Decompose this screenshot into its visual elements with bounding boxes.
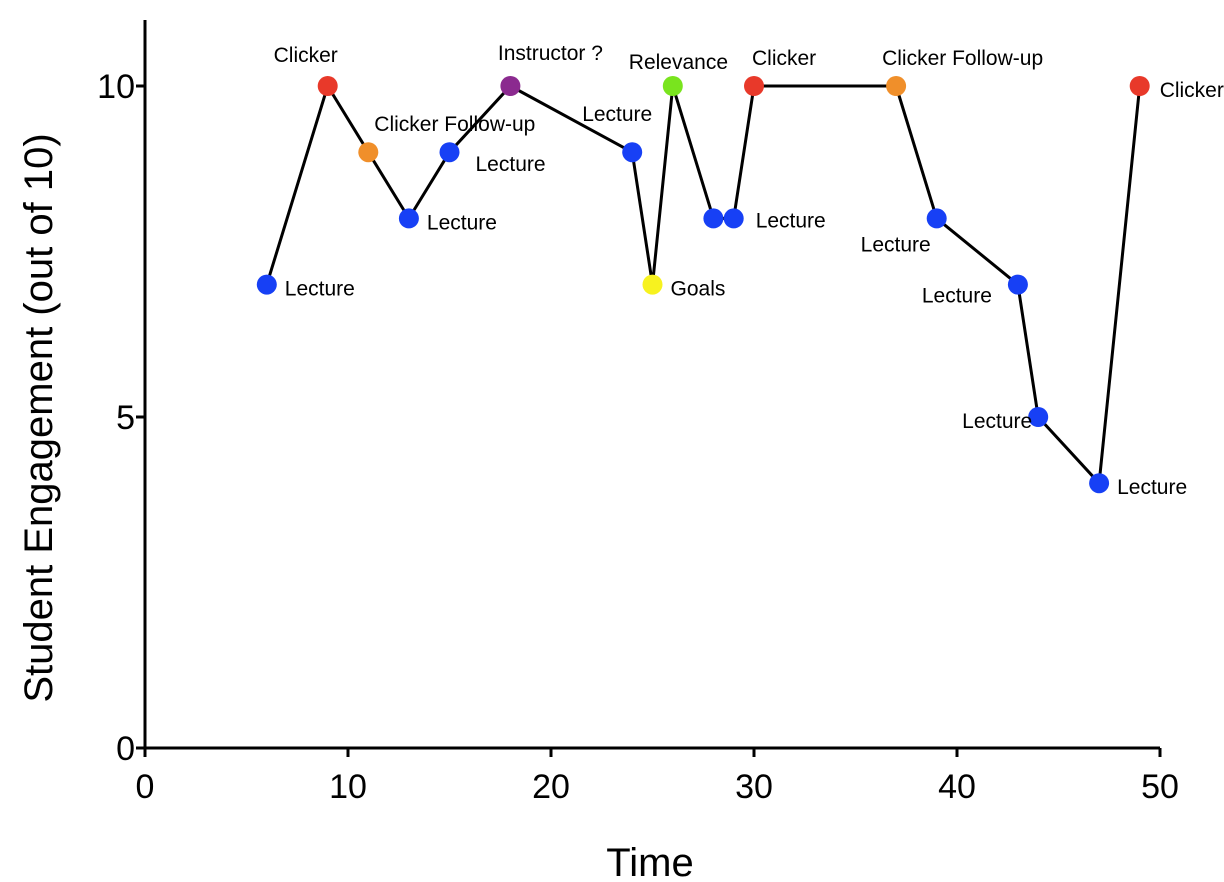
data-point: [642, 274, 663, 295]
point-label: Lecture: [1117, 476, 1187, 499]
point-label: Goals: [671, 278, 726, 301]
data-point: [622, 142, 643, 163]
data-point: [723, 208, 744, 229]
point-label: Lecture: [922, 285, 992, 308]
point-label: Lecture: [285, 278, 355, 301]
x-tick-label: 40: [938, 768, 976, 806]
data-point: [1007, 274, 1028, 295]
x-tick-label: 0: [136, 768, 155, 806]
data-point: [439, 142, 460, 163]
x-tick-label: 50: [1141, 768, 1179, 806]
point-label: Relevance: [629, 51, 728, 74]
y-axis-title: Student Engagement (out of 10): [17, 133, 61, 702]
point-label: Clicker: [274, 44, 338, 67]
engagement-series-line: [265, 84, 1142, 485]
data-point: [398, 208, 419, 229]
data-point: [500, 76, 521, 96]
point-label: Clicker: [752, 47, 816, 70]
y-tick-label: 0: [116, 730, 135, 768]
point-labels-layer: Lecture Clicker Clicker Follow-up Lecture Le…: [274, 42, 1224, 499]
data-point: [1089, 473, 1110, 494]
data-point: [744, 76, 764, 96]
axes: 0 10 20 30 40 50 0 5 10: [97, 20, 1179, 806]
y-tick-label: 5: [116, 399, 135, 437]
point-label: Clicker Follow-up: [374, 113, 535, 136]
point-label: Lecture: [962, 410, 1032, 433]
data-point: [703, 208, 724, 229]
x-tick-label: 30: [735, 768, 773, 806]
data-points-layer: [256, 76, 1150, 494]
x-axis-title: Time: [606, 841, 693, 882]
x-tick-label: 10: [329, 768, 367, 806]
data-point: [358, 142, 379, 163]
data-point: [926, 208, 947, 229]
data-point: [256, 274, 277, 295]
point-label: Instructor ?: [498, 42, 603, 65]
data-point: [1129, 76, 1150, 96]
data-point: [662, 76, 683, 96]
data-point: [317, 76, 338, 96]
data-point: [886, 76, 907, 96]
point-label: Lecture: [582, 103, 652, 126]
point-label: Lecture: [476, 153, 546, 176]
data-point: [1028, 407, 1049, 427]
series-line-layer: [265, 84, 1142, 485]
point-label: Lecture: [861, 233, 931, 256]
point-label: Lecture: [756, 209, 826, 232]
point-label: Clicker Follow-up: [882, 47, 1043, 70]
x-tick-label: 20: [532, 768, 570, 806]
point-label: Clicker: [1160, 79, 1224, 102]
point-label: Lecture: [427, 211, 497, 234]
y-tick-label: 10: [97, 68, 135, 106]
